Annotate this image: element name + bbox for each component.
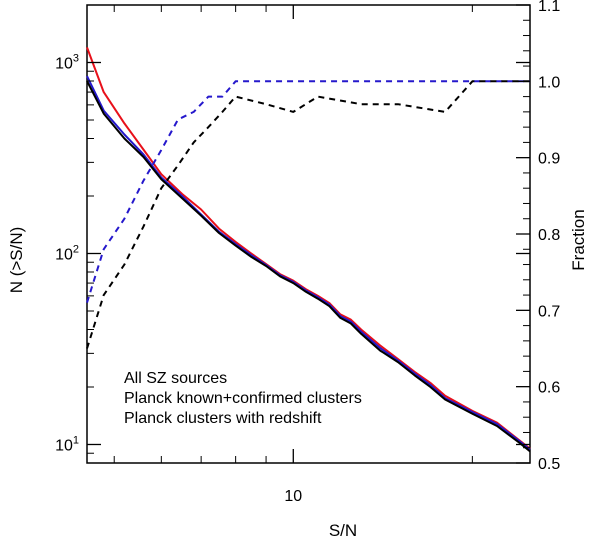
y-left-tick-label: 101 <box>55 434 79 454</box>
y-left-axis-label: N (>S/N) <box>7 227 26 294</box>
y-left-tick-label: 102 <box>55 243 79 263</box>
y-right-tick-label: 1.0 <box>538 74 560 91</box>
legend-entry-all-sz: All SZ sources <box>124 370 227 387</box>
y-right-tick-label: 0.8 <box>538 227 560 244</box>
y-right-tick-label: 1.1 <box>538 0 560 15</box>
series-line-all-sz-sources <box>86 47 531 450</box>
series-line-planck-clusters-with-redshift <box>86 80 531 453</box>
ticks-layer: 101 102 103 0.5 0.6 0.7 0.8 0.9 1.0 1.1 10 <box>55 0 560 505</box>
series-layer <box>86 47 531 453</box>
y-right-tick-label: 0.5 <box>538 456 560 473</box>
x-tick-label: 10 <box>284 488 302 505</box>
y-right-tick-label: 0.9 <box>538 151 560 168</box>
y-right-tick-label: 0.6 <box>538 380 560 397</box>
legend-entry-known-confirmed: Planck known+confirmed clusters <box>124 390 362 407</box>
series-line-fraction-with-redshift <box>86 80 530 349</box>
series-line-planck-known-confirmed-clusters <box>86 75 531 451</box>
y-left-tick-label: 103 <box>55 52 79 72</box>
x-axis-label: S/N <box>329 521 357 540</box>
series-line-fraction-known-confirmed <box>86 80 530 303</box>
legend-entry-with-redshift: Planck clusters with redshift <box>124 410 322 427</box>
legend: All SZ sources Planck known+confirmed cl… <box>124 370 362 427</box>
y-right-tick-label: 0.7 <box>538 303 560 320</box>
y-right-axis-label: Fraction <box>569 209 588 270</box>
